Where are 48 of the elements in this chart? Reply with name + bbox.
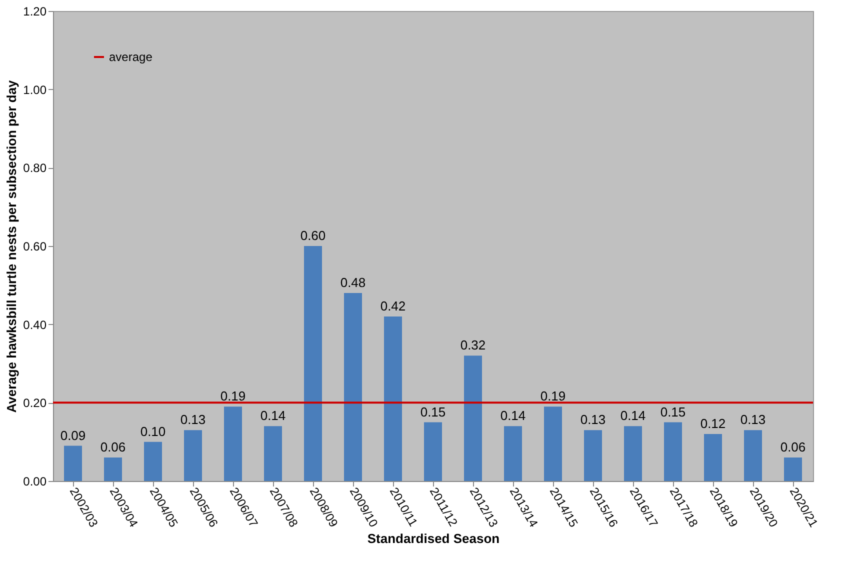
data-label: 0.12 xyxy=(700,416,726,431)
y-tick-label: 0.40 xyxy=(23,318,47,332)
bar xyxy=(144,442,162,481)
data-label: 0.15 xyxy=(660,404,686,420)
bar xyxy=(304,246,322,481)
bar xyxy=(664,422,682,481)
y-tick-label: 0.20 xyxy=(23,396,47,410)
y-axis-title: Average hawksbill turtle nests per subsection per day xyxy=(4,79,20,413)
data-label: 0.48 xyxy=(340,275,366,290)
bar xyxy=(264,426,282,481)
data-label: 0.19 xyxy=(220,388,246,404)
legend-label: average xyxy=(109,50,153,64)
data-label: 0.60 xyxy=(300,228,326,243)
data-label: 0.06 xyxy=(780,440,806,454)
data-label: 0.19 xyxy=(540,388,566,404)
data-label: 0.14 xyxy=(260,408,286,424)
data-label: 0.13 xyxy=(180,412,206,428)
bar xyxy=(384,316,402,481)
y-tick-label: 0.00 xyxy=(23,474,47,488)
x-axis-title: Standardised Season xyxy=(367,531,500,546)
data-label: 0.14 xyxy=(500,408,526,424)
bar xyxy=(584,430,602,481)
bar xyxy=(704,434,722,481)
data-label: 0.15 xyxy=(420,404,446,420)
y-tick-label: 1.00 xyxy=(23,82,47,97)
y-tick-label: 1.20 xyxy=(23,4,47,18)
data-label: 0.06 xyxy=(100,440,126,454)
data-label: 0.13 xyxy=(580,412,606,428)
bar xyxy=(344,293,362,481)
bar xyxy=(464,356,482,481)
bar xyxy=(784,458,802,481)
bar xyxy=(224,406,242,481)
bar xyxy=(104,458,122,481)
data-label: 0.13 xyxy=(740,412,766,428)
data-label: 0.14 xyxy=(620,408,646,424)
bar xyxy=(184,430,202,481)
bar xyxy=(744,430,762,481)
bar xyxy=(424,422,442,481)
y-tick-label: 0.80 xyxy=(23,161,47,176)
y-tick-label: 0.60 xyxy=(23,240,47,254)
bar xyxy=(544,406,562,481)
bar xyxy=(64,446,82,481)
bar xyxy=(504,426,522,481)
data-label: 0.10 xyxy=(140,424,166,439)
data-label: 0.09 xyxy=(60,428,86,443)
bar xyxy=(624,426,642,481)
data-label: 0.32 xyxy=(460,338,486,353)
data-label: 0.42 xyxy=(380,298,406,314)
